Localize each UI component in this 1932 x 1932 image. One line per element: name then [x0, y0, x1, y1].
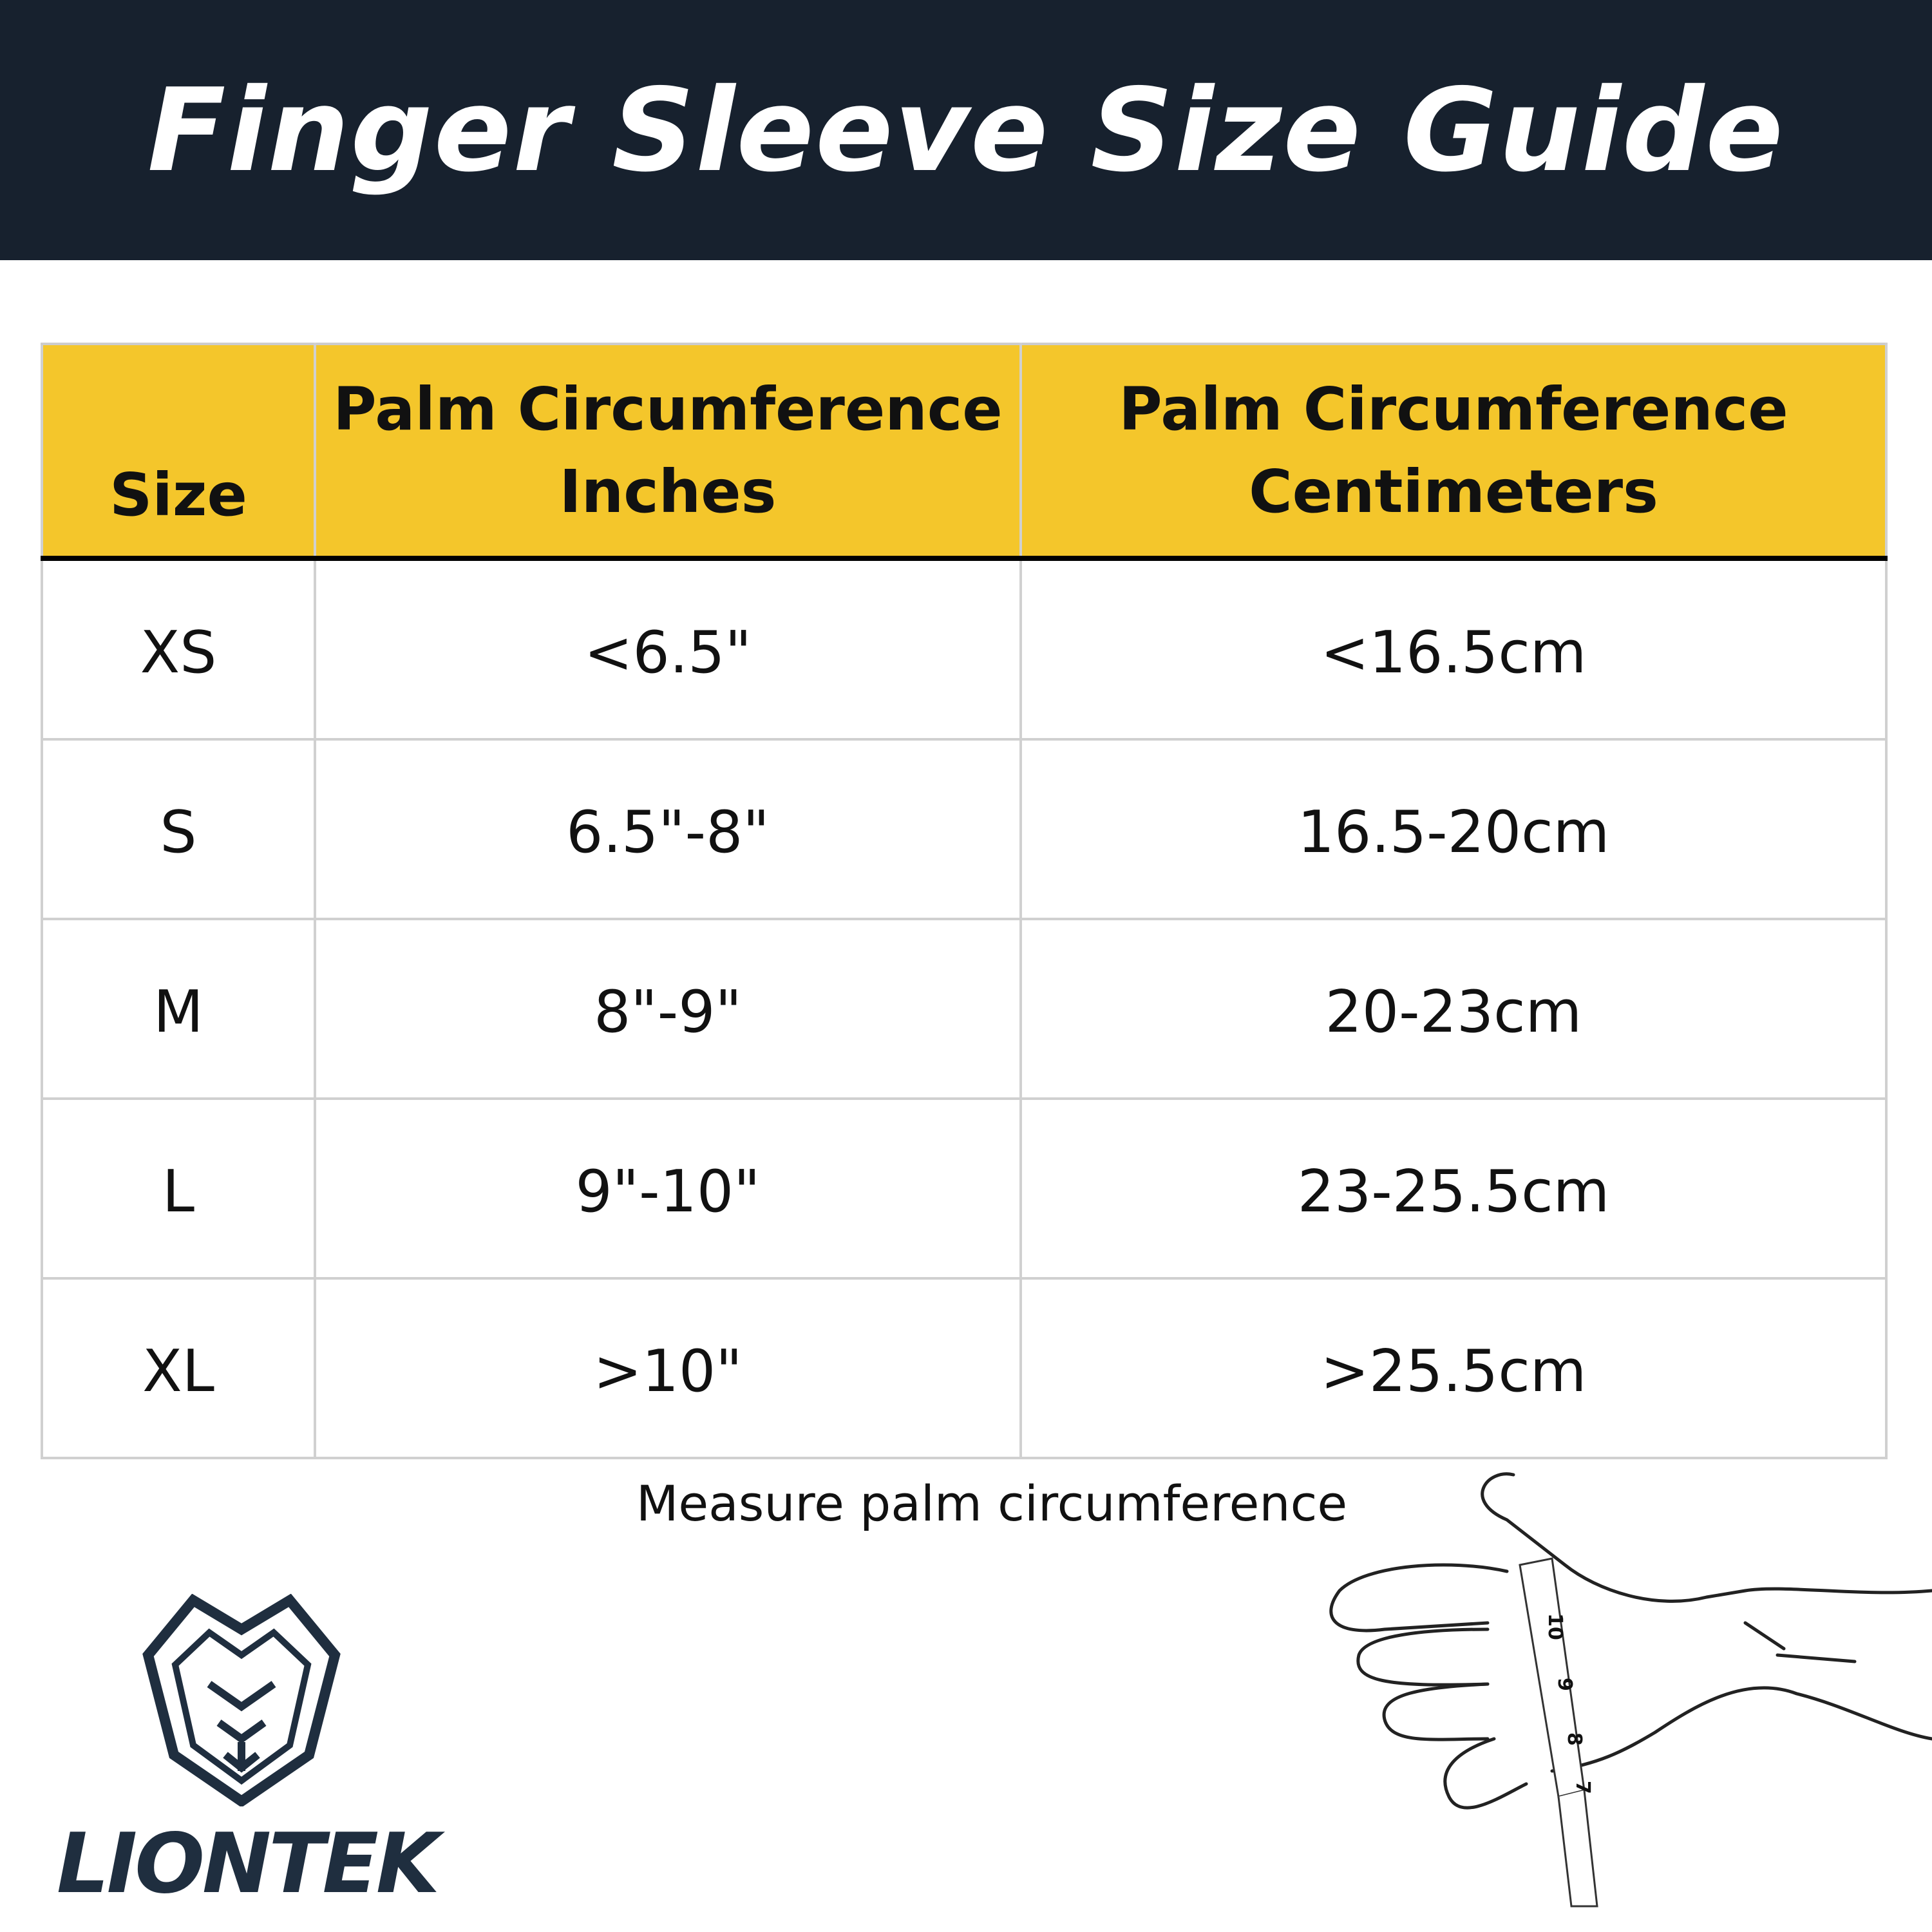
header-centimeters: Palm Circumference Centimeters: [1019, 343, 1888, 561]
table-row: XL >10" >25.5cm: [41, 1277, 1888, 1459]
header-inches: Palm Circumference Inches: [314, 343, 1022, 561]
cell-inches: 9"-10": [314, 1097, 1022, 1280]
cell-inches: 8"-9": [314, 918, 1022, 1100]
cell-inches: 6.5"-8": [314, 738, 1022, 920]
table-row: M 8"-9" 20-23cm: [41, 918, 1888, 1100]
table-row: L 9"-10" 23-25.5cm: [41, 1097, 1888, 1280]
brand-name: LIONTEK: [57, 1816, 440, 1912]
tape-mark-8: 8: [1563, 1732, 1586, 1746]
cell-size: XL: [41, 1277, 316, 1459]
cell-cm: 23-25.5cm: [1019, 1097, 1888, 1280]
cell-size: XS: [41, 557, 316, 741]
cell-inches: >10": [314, 1277, 1022, 1459]
table-header-row: Size Palm Circumference Inches Palm Circu…: [41, 343, 1888, 561]
table-row: S 6.5"-8" 16.5-20cm: [41, 738, 1888, 920]
cell-cm: 16.5-20cm: [1019, 738, 1888, 920]
measure-caption: Measure palm circumference: [636, 1475, 1348, 1532]
cell-inches: <6.5": [314, 557, 1022, 741]
header-size: Size: [41, 343, 316, 561]
table-row: XS <6.5" <16.5cm: [41, 557, 1888, 741]
tape-mark-9: 9: [1553, 1678, 1576, 1691]
cell-cm: <16.5cm: [1019, 557, 1888, 741]
cell-size: L: [41, 1097, 316, 1280]
cell-size: M: [41, 918, 316, 1100]
tape-mark-10: 10: [1544, 1613, 1566, 1640]
cell-cm: 20-23cm: [1019, 918, 1888, 1100]
header-banner: Finger Sleeve Size Guide: [0, 0, 1932, 260]
page-title: Finger Sleeve Size Guide: [147, 63, 1785, 197]
tape-mark-7: 7: [1571, 1781, 1594, 1794]
cell-cm: >25.5cm: [1019, 1277, 1888, 1459]
cell-size: S: [41, 738, 316, 920]
lion-shield-logo-icon: [142, 1594, 341, 1806]
hand-measuring-illustration: 10 9 8 7: [1329, 1472, 1932, 1908]
size-table: Size Palm Circumference Inches Palm Circu…: [41, 343, 1888, 1459]
